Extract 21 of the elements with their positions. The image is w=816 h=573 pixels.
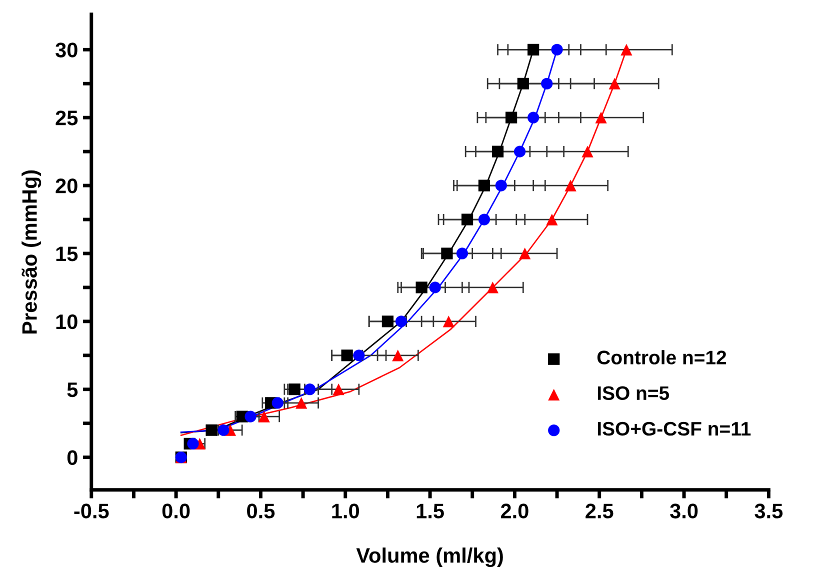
y-tick-label: 30 [56,42,78,58]
y-tick-label: 10 [56,314,78,330]
x-tick-label: 3.5 [754,504,783,518]
legend-label: Controle n=12 [597,350,726,364]
y-tick-label: 25 [56,110,78,126]
x-tick-label: 0.0 [162,504,190,518]
x-tick-label: 1.0 [332,504,359,518]
x-tick-label: 2.0 [500,504,528,518]
legend-label: ISO n=5 [598,386,670,400]
y-tick-label: 5 [67,382,78,398]
x-tick-label: 0.5 [247,504,275,518]
x-tick-label: 3.0 [670,504,698,518]
x-tick-label: -0.5 [74,504,109,518]
y-tick-label: 15 [56,246,78,262]
y-axis-title: Pressão (mmHg) [22,170,42,334]
x-tick-label: 1.5 [416,504,444,518]
y-tick-label: 20 [56,178,78,194]
x-tick-label: 2.5 [586,504,614,518]
y-tick-label: 0 [67,450,78,466]
legend-label: ISO+G-CSF n=11 [598,422,751,436]
x-axis-title: Volume (ml/kg) [356,548,503,568]
